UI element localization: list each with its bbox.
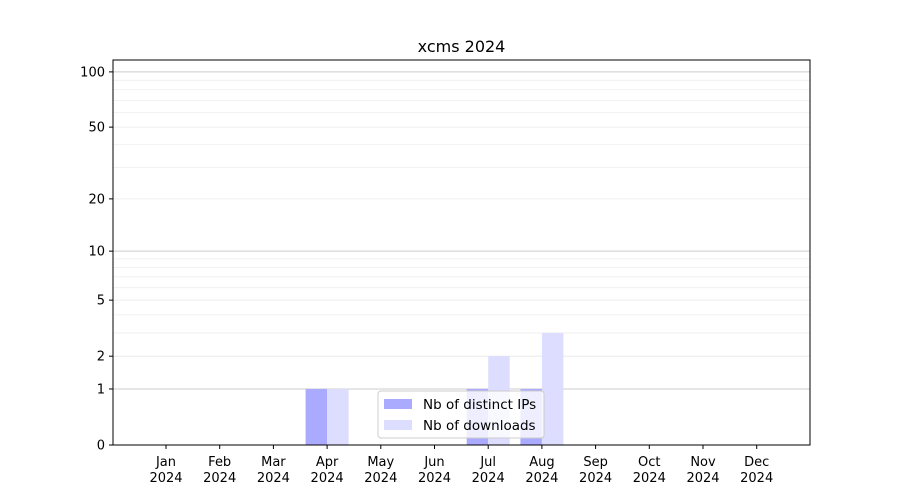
bar-distinct-ips — [305, 388, 328, 445]
x-tick-label-month: Mar — [261, 455, 286, 470]
y-tick-label: 1 — [97, 382, 105, 397]
y-tick-label: 100 — [80, 65, 105, 80]
x-tick-label-month: Jan — [155, 455, 176, 470]
legend: Nb of distinct IPs Nb of downloads — [377, 390, 545, 439]
y-tick-label: 0 — [97, 439, 105, 454]
x-tick-label-month: May — [367, 455, 394, 470]
x-tick-label-year: 2024 — [525, 471, 558, 486]
x-tick-label-month: Sep — [583, 455, 608, 470]
x-tick-label-year: 2024 — [418, 471, 451, 486]
y-tick-label: 20 — [88, 192, 105, 207]
x-tick-label-year: 2024 — [203, 471, 236, 486]
x-tick-label-month: Jul — [479, 455, 496, 470]
y-tick-label: 10 — [88, 245, 105, 260]
legend-swatch-downloads — [384, 420, 412, 430]
x-tick-label-year: 2024 — [579, 471, 612, 486]
x-tick-label-year: 2024 — [149, 471, 182, 486]
y-tick-label: 50 — [88, 121, 105, 136]
x-tick-label-month: Jun — [423, 455, 444, 470]
legend-label-downloads: Nb of downloads — [423, 418, 536, 434]
x-tick-label-year: 2024 — [686, 471, 719, 486]
plot-frame — [112, 59, 811, 446]
bar-downloads — [327, 388, 349, 445]
x-tick-label-year: 2024 — [740, 471, 773, 486]
x-tick-label-month: Aug — [529, 455, 554, 470]
x-tick-label-month: Oct — [638, 455, 660, 470]
bar-downloads — [541, 332, 564, 445]
x-tick-label-year: 2024 — [364, 471, 397, 486]
x-tick-label-month: Dec — [744, 455, 769, 470]
x-tick-label-year: 2024 — [311, 471, 344, 486]
x-tick-label-year: 2024 — [472, 471, 505, 486]
x-tick-label-month: Feb — [208, 455, 231, 470]
y-tick-label: 2 — [97, 350, 105, 365]
chart-title: xcms 2024 — [418, 37, 506, 56]
x-tick-label-month: Nov — [690, 455, 716, 470]
x-tick-label-year: 2024 — [257, 471, 290, 486]
y-tick-label: 5 — [97, 294, 105, 309]
x-tick-label-year: 2024 — [633, 471, 666, 486]
x-tick-label-month: Apr — [316, 455, 339, 470]
legend-swatch-ips — [384, 399, 412, 409]
legend-label-ips: Nb of distinct IPs — [423, 397, 536, 413]
